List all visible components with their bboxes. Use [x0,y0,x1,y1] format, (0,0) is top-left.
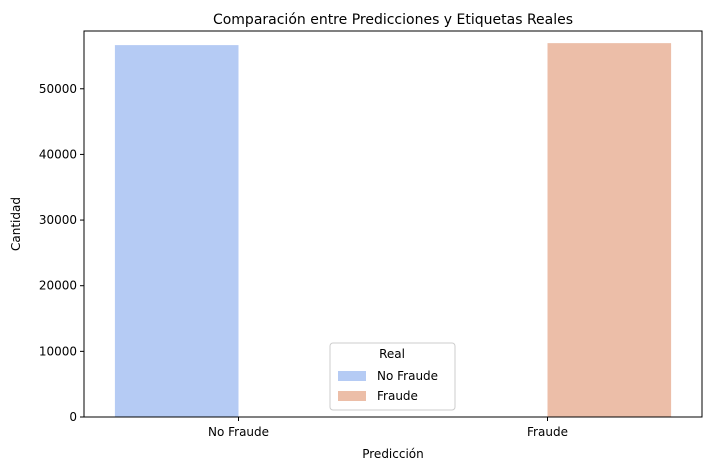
legend-title: Real [379,347,405,361]
y-tick-label: 10000 [39,344,77,358]
legend: Real No Fraude Fraude [329,342,456,411]
y-axis-label: Cantidad [9,197,23,251]
bar-no-fraude-0 [114,45,239,417]
x-axis-label: Predicción [362,447,424,461]
bars-group [114,43,672,417]
y-tick-label: 50000 [39,82,77,96]
y-tick-label: 20000 [39,279,77,293]
y-tick-label: 30000 [39,213,77,227]
y-tick-label: 40000 [39,147,77,161]
bar-fraude-1 [547,43,672,417]
legend-swatch [338,391,366,401]
x-tick-label: No Fraude [208,425,269,439]
chart-title: Comparación entre Predicciones y Etiquet… [213,12,573,28]
y-axis: 0 10000 20000 30000 40000 50000 [39,82,84,424]
plot-frame [83,30,703,418]
legend-label: No Fraude [377,369,438,383]
x-tick-label: Fraude [527,425,568,439]
x-axis: No Fraude Fraude [208,417,568,439]
legend-swatch [338,371,366,381]
legend-label: Fraude [377,389,418,403]
legend-entries: No Fraude Fraude [338,369,438,403]
y-tick-label: 0 [69,410,77,424]
